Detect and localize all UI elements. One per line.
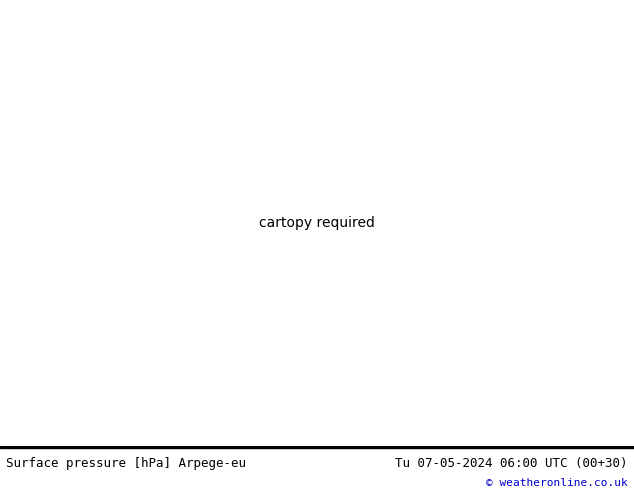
Text: Surface pressure [hPa] Arpege-eu: Surface pressure [hPa] Arpege-eu (6, 457, 247, 470)
Bar (0, 446, 634, 448)
Text: Tu 07-05-2024 06:00 UTC (00+30): Tu 07-05-2024 06:00 UTC (00+30) (395, 457, 628, 470)
Text: © weatheronline.co.uk: © weatheronline.co.uk (486, 478, 628, 489)
Text: cartopy required: cartopy required (259, 216, 375, 230)
